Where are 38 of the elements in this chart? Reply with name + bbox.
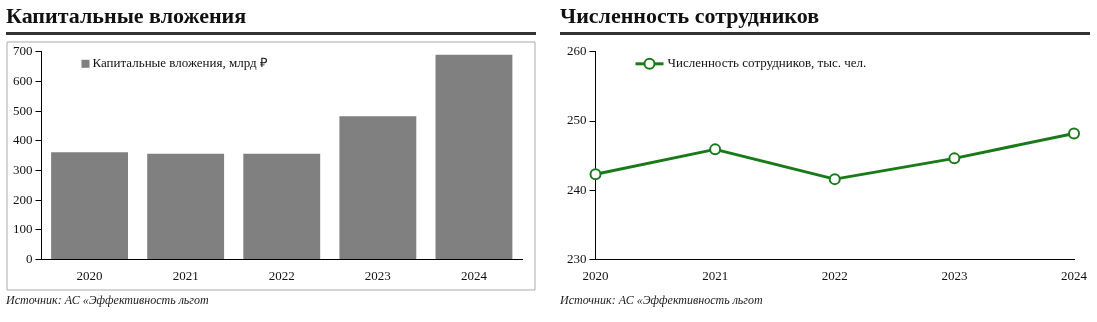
x-tick-label: 2022 (268, 267, 295, 283)
x-tick-label: 2024 (1061, 267, 1088, 283)
bar (435, 54, 513, 259)
y-tick-label: 600 (13, 72, 33, 88)
y-tick-label: 100 (13, 221, 33, 237)
bar (51, 152, 128, 259)
x-tick-label: 2020 (582, 267, 609, 283)
y-tick-label: 700 (13, 43, 33, 59)
y-tick-label: 260 (567, 43, 587, 59)
x-tick-label: 2021 (702, 267, 729, 283)
x-tick-label: 2022 (821, 267, 848, 283)
y-tick-label: 240 (567, 181, 587, 197)
text: Источник: АС «Эффективность льгот (560, 293, 764, 308)
y-tick-label: 300 (13, 161, 33, 177)
y-tick-label: 230 (567, 250, 587, 266)
point (828, 173, 841, 186)
chart-title: Численность сотрудников (560, 0, 1090, 35)
point (1068, 127, 1080, 140)
x-tick-label: 2023 (364, 267, 391, 283)
x-tick-label: 2021 (172, 267, 199, 283)
legend-label: Капитальные вложения, млрд ₽ (92, 55, 268, 71)
bar (339, 116, 417, 259)
point (709, 143, 722, 156)
y-tick-label: 250 (567, 112, 587, 128)
point (948, 152, 961, 165)
chart-title: Капитальные вложения (6, 0, 536, 35)
bar (243, 153, 321, 259)
x-tick-label: 2020 (76, 267, 103, 283)
legend-label: Численность сотрудников, тыс. чел. (667, 55, 867, 71)
x-tick-label: 2023 (941, 267, 968, 283)
bar (147, 153, 225, 259)
y-tick-label: 400 (13, 132, 33, 148)
y-tick-label: 200 (13, 191, 33, 207)
y-tick-label: 0 (26, 250, 33, 266)
y-tick-label: 500 (13, 102, 33, 118)
text: Источник: АС «Эффективность льгот (6, 293, 210, 308)
x-tick-label: 2024 (460, 267, 488, 283)
point (589, 168, 602, 181)
